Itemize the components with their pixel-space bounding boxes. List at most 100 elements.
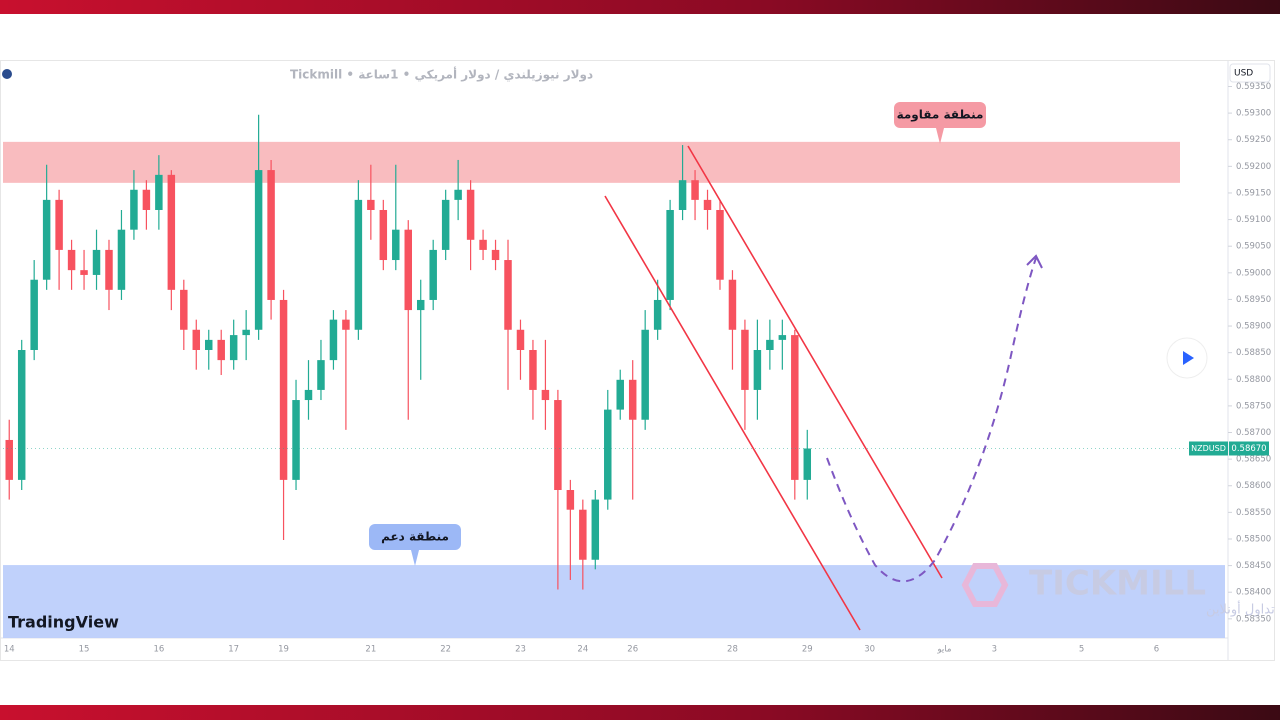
zone	[3, 141, 1180, 183]
candle-body	[554, 400, 562, 491]
x-tick-label: 3	[992, 645, 997, 655]
candle-body	[105, 249, 113, 290]
candle-body	[5, 439, 13, 480]
last-price-tag	[1229, 441, 1269, 456]
candle-body	[429, 249, 437, 300]
candle-body	[803, 448, 812, 480]
x-tick-label: 17	[228, 645, 239, 655]
candle-body	[566, 490, 575, 510]
candle-body	[292, 400, 300, 480]
candle-body	[392, 229, 400, 261]
y-tick-label: 0.58900	[1236, 322, 1271, 332]
x-tick-label: 23	[515, 645, 526, 655]
x-tick-label: 26	[627, 645, 638, 655]
candle-body	[142, 189, 151, 210]
y-tick-label: 0.59100	[1236, 215, 1271, 225]
candle-body	[30, 279, 38, 350]
candle-body	[579, 509, 587, 560]
bottom-bar	[0, 705, 1280, 720]
zone-label: منطقة مقاومة	[897, 108, 984, 123]
candle-body	[167, 174, 176, 290]
candle-body	[304, 389, 313, 401]
channel-line	[604, 195, 861, 631]
top-bar	[0, 0, 1280, 14]
y-tick-label: 0.58650	[1236, 455, 1271, 465]
candle-body	[342, 319, 350, 330]
candle-body	[205, 339, 213, 350]
y-tick-label: 0.59250	[1236, 135, 1271, 145]
candle-body	[416, 299, 425, 311]
candle-body	[180, 289, 188, 330]
zone-label: منطقة دعم	[381, 530, 449, 544]
x-tick-label: 29	[802, 645, 813, 655]
x-tick-label: مايو	[936, 645, 951, 655]
y-tick-label: 0.58450	[1236, 561, 1271, 571]
candle-body	[728, 279, 737, 330]
y-tick-label: 0.59150	[1236, 188, 1271, 198]
candle-body	[242, 329, 250, 336]
candle-body	[766, 339, 774, 350]
candle-body	[267, 170, 275, 300]
broker-tagline: تداول أونلاين	[1206, 601, 1275, 618]
candle-body	[741, 329, 749, 390]
candle-body	[92, 249, 101, 275]
play-icon	[1183, 351, 1194, 365]
y-tick-label: 0.59000	[1236, 268, 1271, 278]
candle-body	[367, 199, 375, 210]
last-price-label: 0.58670	[1231, 444, 1266, 454]
candle-body	[791, 335, 799, 480]
candle-body	[17, 350, 26, 480]
tradingview-logo: TradingView	[8, 613, 119, 632]
symbol-tag-label: NZDUSD	[1191, 444, 1226, 453]
candle-body	[354, 199, 363, 330]
y-tick-label: 0.58600	[1236, 481, 1271, 491]
x-tick-label: 28	[727, 645, 738, 655]
y-tick-label: 0.59050	[1236, 242, 1271, 252]
channel-line	[687, 145, 943, 579]
x-tick-label: 21	[365, 645, 376, 655]
forecast-arrow	[1026, 254, 1043, 269]
y-tick-label: 0.59350	[1236, 82, 1271, 92]
candle-body	[404, 229, 412, 311]
y-tick-label: 0.58400	[1236, 588, 1271, 598]
candle-body	[317, 360, 325, 390]
candle-body	[55, 199, 63, 250]
candle-body	[641, 329, 649, 420]
candle-body	[716, 209, 724, 280]
candle-body	[678, 180, 687, 210]
y-tick-label: 0.59200	[1236, 162, 1271, 172]
candle-body	[42, 199, 51, 280]
candle-body	[516, 329, 525, 350]
candle-body	[691, 180, 699, 200]
x-tick-label: 19	[278, 645, 289, 655]
candle-body	[67, 249, 76, 271]
candle-body	[491, 249, 500, 261]
candle-body	[130, 189, 138, 230]
candle-body	[155, 174, 163, 210]
candle-body	[441, 199, 450, 250]
y-tick-label: 0.58750	[1236, 401, 1271, 411]
candle-body	[80, 270, 88, 275]
x-tick-label: 30	[864, 645, 875, 655]
candle-body	[329, 319, 338, 361]
x-tick-label: 16	[153, 645, 164, 655]
candle-body	[454, 189, 462, 200]
candle-body	[229, 335, 238, 361]
candle-body	[504, 260, 512, 330]
candle-body	[778, 335, 787, 340]
forecast-path	[826, 257, 1037, 583]
candle-body	[616, 379, 624, 410]
x-tick-label: 6	[1154, 645, 1159, 655]
candle-body	[279, 299, 288, 480]
y-tick-label: 0.58800	[1236, 375, 1271, 385]
drawings: منطقة مقاومة منطقة دعم	[369, 102, 1043, 631]
candle-body	[628, 379, 637, 420]
broker-mark	[961, 563, 1009, 607]
candle-body	[192, 329, 201, 350]
candle-body	[753, 350, 762, 390]
zone-callout	[369, 524, 461, 550]
currency-box[interactable]	[1229, 63, 1271, 83]
candle-body	[479, 239, 487, 250]
candle-body	[653, 299, 662, 330]
